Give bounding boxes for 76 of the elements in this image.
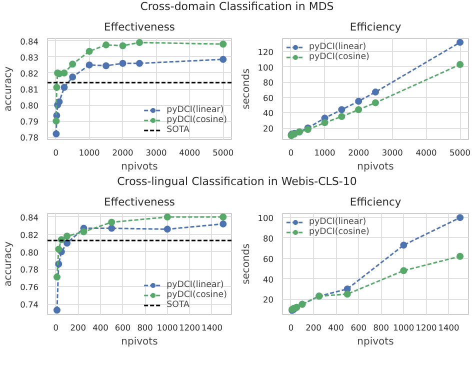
y-axis-title: accuracy [3,66,14,112]
legend-label: pyDCI(linear) [309,42,366,52]
x-tick-label: 800 [137,322,153,332]
legend-label: pyDCI(cosine) [166,115,227,125]
legend-label: pyDCI(cosine) [309,227,370,237]
y-tick-label: 40 [263,274,274,284]
y-tick-label: 0.81 [20,84,39,94]
chart-title: Cross-domain Classification in MDS [140,0,334,13]
y-tick-label: 80 [263,78,274,88]
y-tick-label: 60 [263,92,274,103]
y-tick-label: 0.82 [20,68,39,78]
x-axis-title: npivots [121,336,158,348]
x-tick-label: 1400 [201,322,222,332]
x-tick-label: 3000 [382,148,403,158]
legend-label: pyDCI(cosine) [309,52,370,62]
y-tick-label: 0.78 [20,132,39,143]
y-tick-label: 20 [263,294,274,305]
x-tick-label: 1200 [179,322,200,332]
chart-subtitle: Effectiveness [104,196,176,208]
x-tick-label: 400 [92,322,108,332]
y-tick-label: 0.79 [20,116,39,127]
x-axis-title: npivots [357,336,394,348]
y-tick-label: 0.80 [20,247,39,258]
legend-label: pyDCI(linear) [166,280,224,290]
y-tick-label: 0.84 [20,212,39,222]
x-axis-title: npivots [121,162,158,172]
y-tick-label: 0.80 [20,100,39,111]
x-axis-title: npivots [357,162,394,172]
y-tick-label: 100 [258,62,274,72]
chart-subtitle: Effectiveness [104,20,176,34]
y-tick-label: 100 [258,213,274,224]
y-axis-title: accuracy [3,241,14,287]
chart-title: Efficiency [350,196,402,208]
y-tick-label: 0.83 [20,52,39,62]
x-tick-label: 2000 [112,148,134,158]
y-axis-title: seconds [240,244,252,284]
x-tick-label: 400 [328,322,344,332]
y-tick-label: 20 [263,124,274,134]
y-tick-label: 0.74 [20,300,39,310]
x-tick-label: 5000 [212,148,234,158]
y-tick-label: 0.82 [20,230,39,240]
y-tick-label: 80 [263,233,274,244]
legend-label: pyDCI(linear) [309,217,366,227]
x-tick-label: 0 [288,322,294,332]
x-tick-label: 0 [53,148,58,158]
legend-label: pyDCI(cosine) [166,290,227,300]
legend-label: pyDCI(linear) [166,105,224,115]
x-tick-label: 1000 [314,148,336,158]
x-tick-label: 4000 [179,148,200,158]
y-tick-label: 0.78 [20,264,39,275]
y-tick-label: 40 [263,108,274,118]
x-tick-label: 1000 [78,148,100,158]
x-tick-label: 1000 [156,322,178,332]
legend-label: SOTA [166,300,190,310]
x-tick-label: 0 [53,322,58,332]
y-axis-title: seconds [240,68,252,110]
x-tick-label: 800 [373,322,390,332]
x-tick-label: 1400 [438,322,460,332]
legend-label: SOTA [166,125,190,135]
x-tick-label: 600 [350,322,366,332]
x-tick-label: 5000 [450,148,471,158]
x-tick-label: 1200 [416,322,437,332]
x-tick-label: 1000 [393,322,414,332]
x-tick-label: 4000 [416,148,437,158]
y-tick-label: 0.76 [20,282,39,292]
chart-title: Cross-lingual Classification in Webis-CLS-10 [117,175,357,188]
y-tick-label: 0.84 [20,36,39,46]
y-tick-label: 120 [258,47,274,58]
x-tick-label: 0 [288,148,294,158]
x-tick-label: 600 [114,322,131,332]
x-tick-label: 200 [306,322,322,332]
chart-title: Efficiency [350,20,402,34]
x-tick-label: 3000 [146,148,167,158]
x-tick-label: 2000 [348,148,370,158]
y-tick-label: 60 [263,254,274,264]
x-tick-label: 200 [70,322,86,332]
